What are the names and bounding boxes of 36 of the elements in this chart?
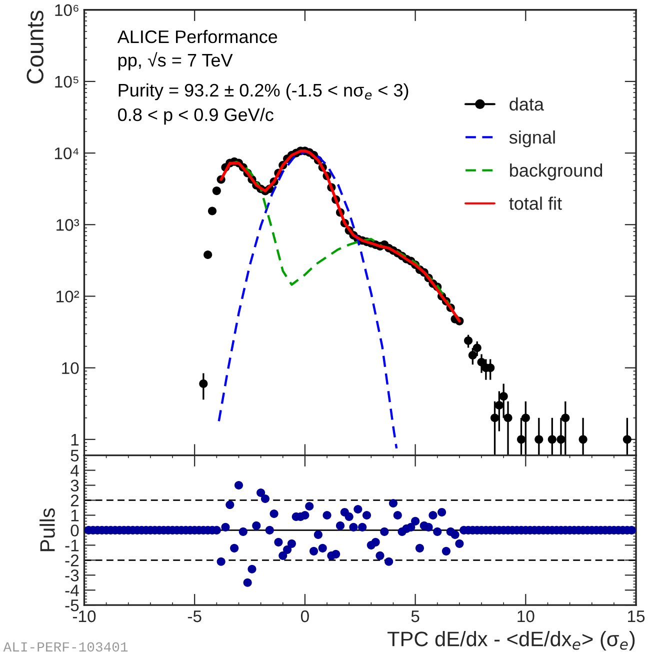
y-axis-title: Pulls: [40, 508, 55, 552]
x-tick-label: 10: [518, 610, 534, 622]
y-tick-label: 0: [70, 524, 79, 536]
legend-label: signal: [509, 130, 555, 148]
x-tick-label: 5: [411, 610, 420, 622]
x-tick-label: -10: [72, 610, 96, 622]
y-tick-label: 10³: [56, 219, 80, 231]
annotation: ALICE Performance: [117, 30, 278, 44]
y-tick-label: 10: [62, 362, 79, 374]
x-tick-label: 15: [628, 610, 645, 622]
y-tick-label: -5: [65, 600, 79, 612]
x-axis-title: TPC dE/dx - <dE/dx$_{e}$> (σ$_{e}$): [388, 631, 635, 650]
y-tick-label: -3: [65, 570, 79, 582]
y-tick-label: 1: [71, 434, 79, 446]
annotation: 0.8 < p < 0.9 GeV/c: [118, 108, 274, 125]
y-tick-label: 10⁴: [54, 147, 79, 160]
legend-label: data: [510, 97, 544, 111]
y-tick-label: 5: [70, 450, 79, 462]
annotation: pp, √s = 7 TeV: [118, 52, 233, 70]
y-axis-title: Counts: [26, 10, 44, 84]
x-tick-label: 0: [300, 610, 309, 622]
legend-label: background: [510, 164, 602, 180]
y-tick-label: 10⁶: [55, 4, 78, 16]
y-tick-label: 3: [70, 480, 79, 492]
y-tick-label: 1: [71, 510, 79, 522]
annotation: Purity = 93.2 ± 0.2% (-1.5 < nσ$_{e}$ < 3): [118, 83, 408, 100]
text: ALI-PERF-103401: [3, 642, 128, 652]
y-tick-label: 2: [70, 494, 79, 506]
y-tick-label: 10²: [56, 290, 80, 302]
y-tick-label: -4: [65, 584, 79, 596]
y-tick-label: -1: [65, 540, 79, 552]
x-tick-label: -5: [188, 610, 202, 622]
y-tick-label: 4: [70, 464, 79, 476]
y-tick-label: -2: [65, 554, 79, 566]
legend-label: total fit: [509, 196, 562, 210]
y-tick-label: 10⁵: [55, 76, 78, 88]
